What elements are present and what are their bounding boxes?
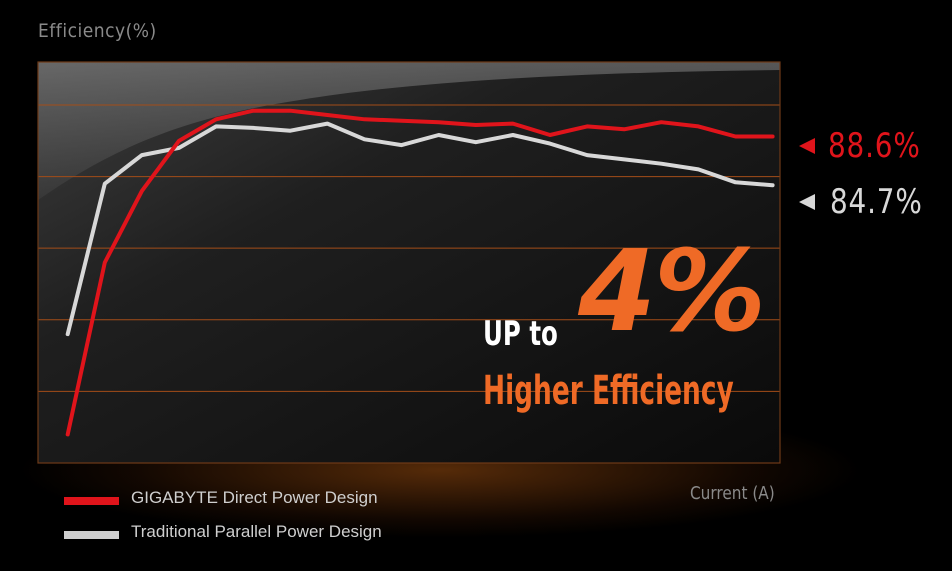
legend-label: GIGABYTE Direct Power Design [131, 488, 378, 507]
white-arrow-icon [799, 194, 815, 210]
legend-label: Traditional Parallel Power Design [131, 522, 382, 541]
y-axis-label: Efficiency(%) [38, 20, 157, 42]
series-line-traditional [65, 121, 775, 337]
x-axis-label: Current (A) [690, 483, 775, 504]
callout-subtitle: Higher Efficiency [483, 368, 734, 414]
traditional-end-value: 84.7% [830, 182, 923, 222]
plot-border [37, 61, 781, 464]
gigabyte-end-value: 88.6% [828, 126, 921, 166]
legend-swatch-white [64, 531, 119, 539]
plot-sheen [38, 62, 780, 200]
legend-swatch-red [64, 497, 119, 505]
callout-prefix: UP to [483, 314, 558, 354]
red-arrow-icon [799, 138, 815, 154]
callout-percent: 4% [578, 227, 766, 357]
series-lines [65, 108, 775, 437]
series-line-gigabyte [65, 108, 775, 437]
